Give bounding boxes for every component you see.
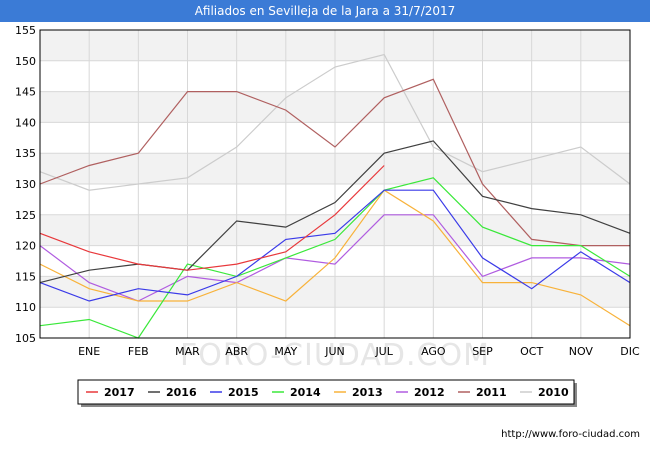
y-tick-label: 120 (15, 240, 36, 253)
y-tick-label: 130 (15, 178, 36, 191)
legend-label: 2015 (228, 386, 259, 399)
x-tick-label: JUN (324, 345, 345, 358)
legend-label: 2014 (290, 386, 321, 399)
series-line-2017 (39, 165, 385, 271)
series-line-2011 (39, 78, 630, 247)
y-tick-label: 145 (15, 86, 36, 99)
x-tick-label: ENE (78, 345, 100, 358)
y-tick-label: 155 (15, 24, 36, 37)
y-tick-label: 125 (15, 209, 36, 222)
legend-label: 2011 (476, 386, 507, 399)
series-line-2015 (39, 189, 631, 302)
y-tick-label: 140 (15, 116, 36, 129)
x-tick-label: FEB (128, 345, 149, 358)
x-tick-label: MAR (175, 345, 200, 358)
series-line-2013 (39, 189, 631, 327)
chart-title: Afiliados en Sevilleja de la Jara a 31/7… (194, 4, 456, 18)
y-tick-label: 150 (15, 55, 36, 68)
source-url: http://www.foro-ciudad.com (501, 429, 640, 440)
title-bar (0, 0, 650, 22)
series-line-2010 (39, 53, 631, 191)
x-tick-label: AGO (421, 345, 446, 358)
x-tick-label: OCT (520, 345, 543, 358)
y-tick-label: 115 (15, 270, 36, 283)
x-tick-label: ABR (225, 345, 248, 358)
x-tick-label: NOV (569, 345, 594, 358)
legend-label: 2010 (538, 386, 569, 399)
x-tick-label: SEP (472, 345, 493, 358)
legend-label: 2017 (104, 386, 135, 399)
y-tick-label: 135 (15, 147, 36, 160)
x-tick-label: DIC (620, 345, 640, 358)
plot-frame (39, 29, 631, 339)
legend-label: 2013 (352, 386, 383, 399)
y-tick-label: 110 (15, 301, 36, 314)
y-tick-label: 105 (15, 332, 36, 345)
legend-box (77, 379, 575, 405)
x-tick-label: JUL (374, 345, 393, 358)
x-tick-label: MAY (274, 345, 297, 358)
watermark: FORO-CIUDAD.COM (180, 338, 490, 373)
legend-label: 2012 (414, 386, 445, 399)
legend-label: 2016 (166, 386, 197, 399)
